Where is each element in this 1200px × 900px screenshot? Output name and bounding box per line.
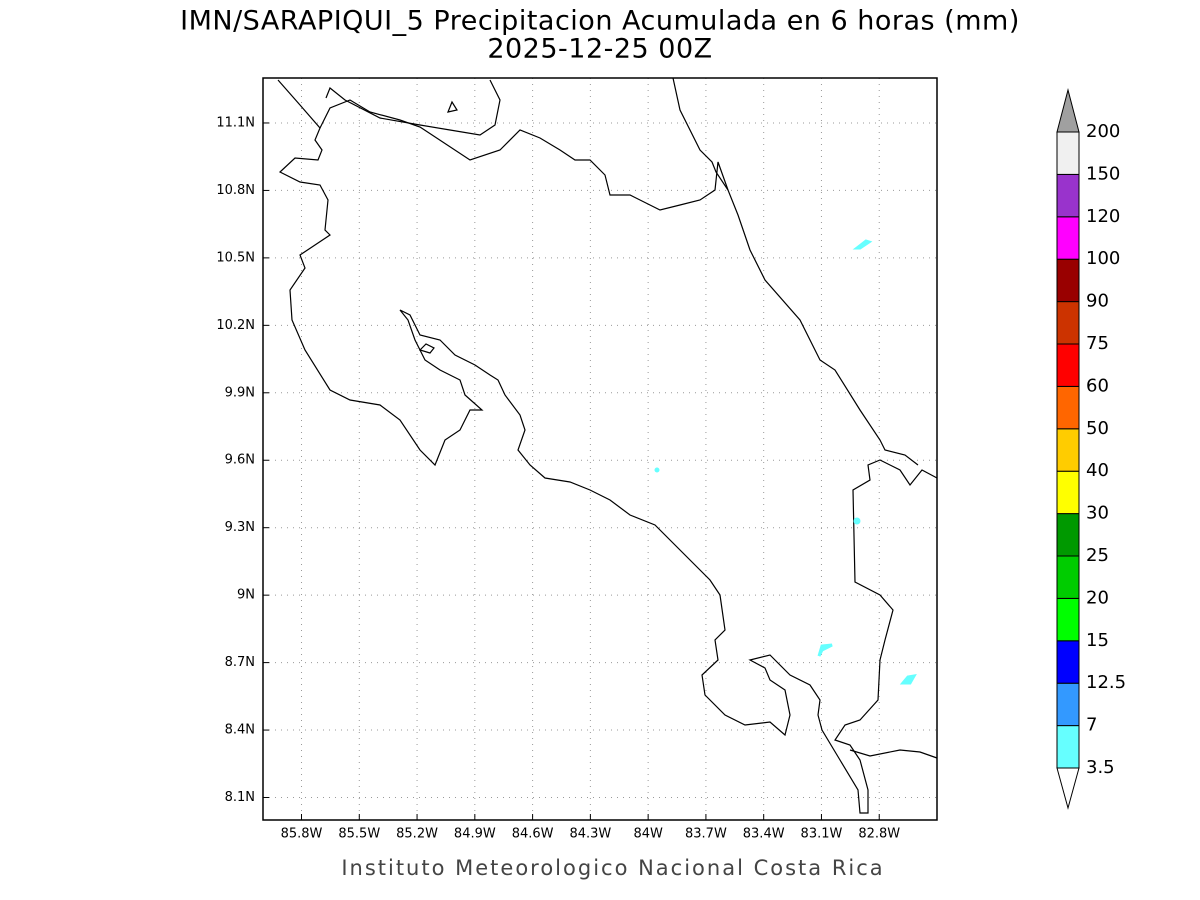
caribbean-coast (672, 77, 919, 466)
pacific-coast (277, 79, 938, 814)
colorbar-label: 50 (1086, 418, 1109, 439)
title: IMN/SARAPIQUI_5 Precipitacion Acumulada … (180, 6, 1020, 37)
island (447, 100, 458, 113)
x-tick-label: 83.4W (743, 827, 785, 842)
colorbar-box (1056, 385, 1080, 430)
colorbar-box (1056, 301, 1080, 345)
colorbar-label: 120 (1086, 206, 1120, 227)
colorbar-box (1056, 555, 1080, 599)
precip-areas (654, 239, 917, 685)
x-tick-label: 84.6W (512, 827, 554, 842)
colorbar-over (1056, 88, 1080, 133)
y-tick-label: 9N (237, 588, 255, 603)
y-tick-label: 9.3N (225, 520, 255, 535)
y-tick-label: 9.6N (225, 453, 255, 468)
southern-border (849, 749, 938, 759)
subtitle: 2025-12-25 00Z (487, 34, 712, 65)
colorbar-label: 7 (1086, 715, 1097, 736)
precip-area (852, 239, 873, 250)
x-tick-label: 85.2W (396, 827, 438, 842)
colorbar-box (1056, 131, 1080, 175)
colorbar-box (1056, 640, 1080, 684)
x-tick-label: 85.8W (281, 827, 323, 842)
colorbar-label: 15 (1086, 630, 1109, 651)
colorbar-box (1056, 216, 1080, 260)
precip-area (899, 674, 917, 685)
precip-area (654, 467, 660, 473)
colorbar-label: 90 (1086, 291, 1109, 312)
colorbar-box (1056, 682, 1080, 727)
colorbar-box (1056, 725, 1080, 769)
y-tick-label: 10.2N (216, 318, 255, 333)
colorbar-box (1056, 343, 1080, 387)
precip-area (817, 643, 833, 657)
y-tick-label: 8.4N (225, 723, 255, 738)
colorbar-box (1056, 428, 1080, 472)
colorbar-label: 12.5 (1086, 672, 1126, 693)
y-ticks: 8.1N 8.4N 8.7N 9N 9.3N 9.6N 9.9N 10.2N 10.5N 10.8… (216, 115, 269, 805)
colorbar-label: 75 (1086, 333, 1109, 354)
northern-border (319, 99, 729, 211)
x-tick-label: 84.9W (454, 827, 496, 842)
colorbar-box (1056, 470, 1080, 515)
x-tick-label: 84W (633, 827, 663, 842)
colorbar-box (1056, 173, 1080, 218)
colorbar-box (1056, 513, 1080, 557)
colorbar-label: 3.5 (1086, 757, 1115, 778)
precip-area (853, 517, 861, 525)
y-tick-label: 10.5N (216, 250, 255, 265)
map-frame (262, 77, 938, 821)
colorbar-label: 25 (1086, 545, 1109, 566)
footer: Instituto Meteorologico Nacional Costa R… (341, 856, 884, 880)
colorbar-box (1056, 597, 1080, 642)
colorbar-label: 20 (1086, 587, 1109, 608)
colorbar-label: 150 (1086, 163, 1120, 184)
colorbar-label: 40 (1086, 460, 1109, 481)
y-tick-label: 10.8N (216, 183, 255, 198)
y-tick-label: 8.7N (225, 655, 255, 670)
x-tick-label: 82.8W (858, 827, 900, 842)
x-tick-label: 84.3W (569, 827, 611, 842)
x-tick-label: 85.5W (338, 827, 380, 842)
island (418, 343, 435, 354)
x-tick-label: 83.7W (685, 827, 727, 842)
y-tick-label: 9.9N (225, 385, 255, 400)
x-tick-label: 83.1W (801, 827, 843, 842)
lake-shore (325, 79, 501, 136)
colorbar-label: 60 (1086, 375, 1109, 396)
colorbar-box (1056, 258, 1080, 303)
colorbar-label: 30 (1086, 503, 1109, 524)
x-ticks: 85.8W 85.5W 85.2W 84.9W 84.6W 84.3W 84W 83.7W 83… (281, 814, 900, 842)
colorbar-label: 100 (1086, 248, 1120, 269)
colorbar-label: 200 (1086, 121, 1120, 142)
coastlines (277, 77, 938, 814)
colorbar: 3.5 7 12.5 15 20 25 30 40 50 60 75 90 100 120 150 200 (1056, 88, 1126, 810)
y-tick-label: 11.1N (216, 115, 255, 130)
y-tick-label: 8.1N (225, 790, 255, 805)
